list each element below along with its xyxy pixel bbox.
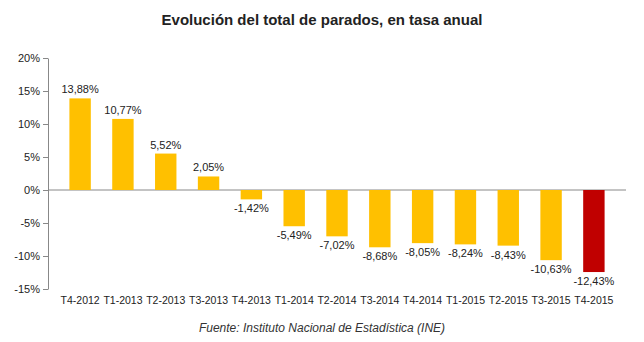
source: Fuente: Instituto Nacional de Estadístic… [199,321,445,335]
x-tick: T3-2014 [360,294,399,306]
title: Evolución del total de parados, en tasa … [162,11,483,28]
x-axis: T4-2012T1-2013 T2-2013 T3-2013 T4-2013 T1-20… [61,294,614,306]
x-tick: T3-2013 [189,294,228,306]
x-tick-label: T4-2014 [403,294,442,306]
x-tick: T2-2014 [317,294,356,306]
y-tick-mark [43,124,48,125]
y-tick-label: 10% [18,118,40,130]
y-tick-mark [43,190,48,191]
y-tick-mark [43,223,48,224]
data-label: 2,05% [193,161,224,173]
data-label: 10,77% [104,104,142,116]
y-tick-mark [43,91,48,92]
y-tick: 10% [18,118,48,130]
x-tick-label: T4-2015 [574,294,613,306]
x-tick-label: T3-2014 [360,294,399,306]
x-tick: T2-2015 [489,294,528,306]
y-tick: 15% [18,85,48,97]
y-tick: -15% [14,283,48,295]
y-axis: -15% -10% -5% 0% 5% 10% 15% 20% [14,52,48,295]
data-label: -12,43% [573,275,614,287]
x-tick: T3-2015 [532,294,571,306]
bar [412,190,433,243]
data-label: -8,43% [491,249,526,261]
y-tick-mark [43,157,48,158]
bar [583,190,604,272]
data-labels: 13,88% 10,77% 5,52% 2,05% -1,42% -5,49% -7,02%… [61,83,614,287]
bars [69,98,604,272]
bar [326,190,347,236]
x-tick: T2-2013 [146,294,185,306]
y-tick-label: -15% [14,283,40,295]
bar [241,190,262,199]
bar [455,190,476,244]
bar [498,190,519,246]
x-tick-label: T4-2012 [61,294,100,306]
chart: Evolución del total de parados, en tasa … [0,0,644,342]
bar [369,190,390,247]
y-tick-label: 5% [24,151,40,163]
y-tick-label: -5% [20,217,40,229]
data-label: -8,68% [362,250,397,262]
bar [540,190,561,260]
y-tick-label: 15% [18,85,40,97]
x-tick: T4-2013 [232,294,271,306]
x-tick-label: T2-2013 [146,294,185,306]
y-tick-mark [43,289,48,290]
x-tick-label: T1-2013 [103,294,142,306]
data-label: -8,24% [448,247,483,259]
data-label: 5,52% [150,139,181,151]
y-tick: 5% [24,151,48,163]
bar [69,98,90,190]
x-tick-label: T3-2013 [189,294,228,306]
y-tick: 0% [24,184,48,196]
x-tick-label: T4-2013 [232,294,271,306]
y-tick-mark [43,58,48,59]
y-tick: 20% [18,52,48,64]
bar [283,190,304,226]
x-tick: T4-2012 [61,294,100,306]
bar [112,119,133,190]
y-tick: -5% [20,217,48,229]
x-tick-label: T3-2015 [532,294,571,306]
x-tick: T1-2015 [446,294,485,306]
y-axis-line [48,59,49,290]
x-tick: T1-2013 [103,294,142,306]
y-tick-label: 20% [18,52,40,64]
data-label: -5,49% [277,229,312,241]
y-tick: -10% [14,250,48,262]
x-tick-label: T2-2015 [489,294,528,306]
x-tick-label: T2-2014 [317,294,356,306]
data-label: 13,88% [61,83,99,95]
data-label: -1,42% [234,202,269,214]
x-tick-label: T1-2015 [446,294,485,306]
y-tick-label: -10% [14,250,40,262]
bar [198,176,219,190]
data-label: -8,05% [405,246,440,258]
x-tick: T4-2015 [574,294,613,306]
y-tick-mark [43,256,48,257]
bar [155,154,176,190]
data-label: -7,02% [320,239,355,251]
y-tick-label: 0% [24,184,40,196]
x-tick-label: T1-2014 [275,294,314,306]
x-tick: T1-2014 [275,294,314,306]
data-label: -10,63% [531,263,572,275]
x-tick: T4-2014 [403,294,442,306]
